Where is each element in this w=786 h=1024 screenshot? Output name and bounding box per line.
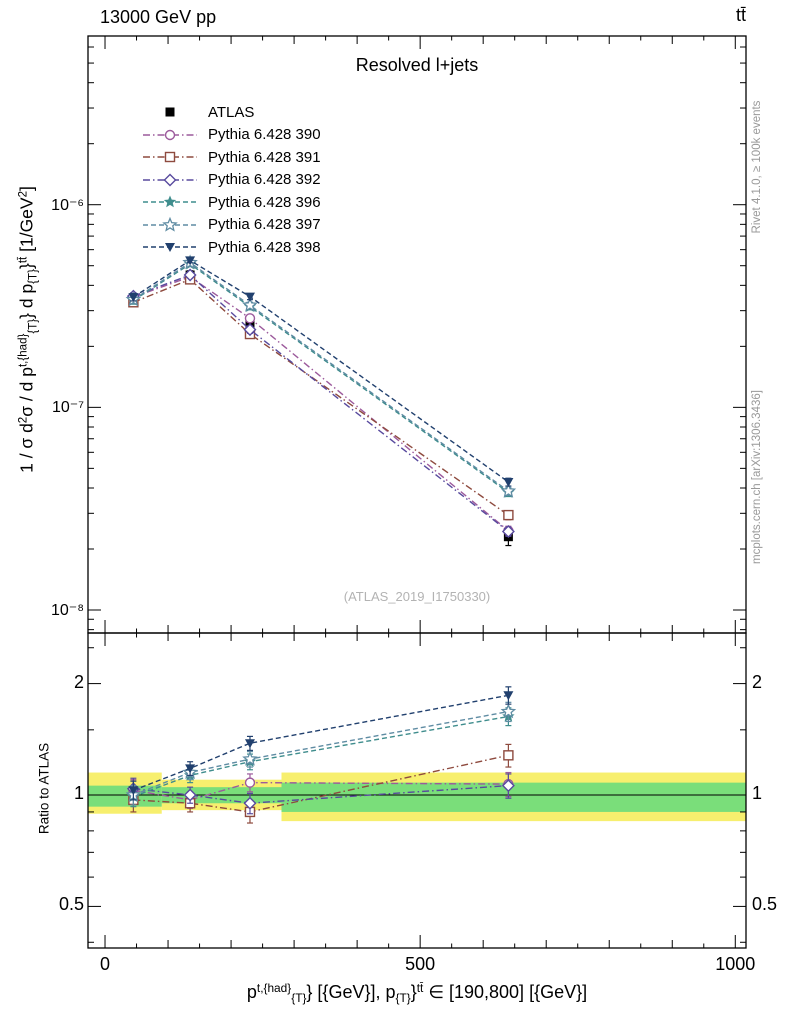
legend-label-Pythia-6-428-392: Pythia 6.428 392 bbox=[208, 171, 321, 189]
legend-marker-ATLAS bbox=[165, 107, 175, 117]
beam-energy-label: 13000 GeV pp bbox=[100, 7, 217, 27]
series-line bbox=[133, 710, 509, 796]
mcplots-arxiv-caption: mcplots.cern.ch [arXiv:1306.3436] bbox=[751, 390, 763, 564]
ratio-panel-frame bbox=[87, 632, 747, 949]
series-line bbox=[133, 263, 509, 494]
ratio-series-Pythia-6-428-398 bbox=[128, 686, 514, 801]
legend-label-Pythia-6-428-390: Pythia 6.428 390 bbox=[208, 126, 321, 144]
legend-label-Pythia-6-428-398: Pythia 6.428 398 bbox=[208, 238, 321, 256]
legend-marker-Pythia-6-428-398 bbox=[143, 243, 197, 253]
legend-marker-Pythia-6-428-392 bbox=[143, 173, 197, 187]
analysis-id-watermark: (ATLAS_2019_I1750330) bbox=[343, 589, 491, 604]
panel-title: Resolved l+jets bbox=[355, 55, 479, 75]
series-line bbox=[133, 715, 509, 798]
legend-item-Pythia-6-428-392: Pythia 6.428 392 bbox=[141, 169, 321, 192]
legend-item-Pythia-6-428-396: Pythia 6.428 396 bbox=[141, 191, 321, 214]
series-line bbox=[133, 259, 509, 483]
series-line bbox=[133, 754, 509, 813]
legend-item-Pythia-6-428-397: Pythia 6.428 397 bbox=[141, 214, 321, 237]
legend-marker-Pythia-6-428-396 bbox=[143, 195, 197, 208]
legend-item-ATLAS: ATLAS bbox=[141, 101, 321, 124]
legend-item-Pythia-6-428-398: Pythia 6.428 398 bbox=[141, 236, 321, 259]
series-line bbox=[133, 694, 509, 791]
legend-label-Pythia-6-428-397: Pythia 6.428 397 bbox=[208, 216, 321, 234]
legend-marker-Pythia-6-428-397 bbox=[143, 216, 197, 232]
main-y-axis-label: 1 / σ d2σ / d pt,{had}{T}} d p{T}}tt̄ [1… bbox=[16, 186, 40, 473]
legend-item-Pythia-6-428-390: Pythia 6.428 390 bbox=[141, 124, 321, 147]
series-line bbox=[133, 261, 509, 492]
series-line bbox=[133, 276, 509, 532]
series-line bbox=[133, 784, 509, 804]
ratio-uncertainty-bands bbox=[88, 772, 746, 822]
series-line bbox=[133, 274, 509, 533]
legend-marker-Pythia-6-428-390 bbox=[143, 129, 197, 140]
main-series-Pythia-6-428-398 bbox=[128, 256, 514, 488]
x-axis-label: pt,{had}{T}} [{GeV}], p{T}}tt̄ ∈ [190,80… bbox=[246, 981, 588, 1006]
axis-ticks bbox=[88, 36, 746, 948]
rivet-version-caption: Rivet 4.1.0, ≥ 100k events bbox=[751, 100, 763, 234]
legend-label-ATLAS: ATLAS bbox=[208, 103, 255, 121]
legend: ATLAS Pythia 6.428 390 Pythia 6.428 391 Pyt… bbox=[141, 101, 321, 259]
legend-label-Pythia-6-428-391: Pythia 6.428 391 bbox=[208, 148, 321, 166]
ratio-y-axis-label: Ratio to ATLAS bbox=[36, 742, 52, 835]
legend-label-Pythia-6-428-396: Pythia 6.428 396 bbox=[208, 193, 321, 211]
legend-marker-Pythia-6-428-391 bbox=[143, 152, 197, 163]
main-panel bbox=[88, 36, 746, 633]
legend-item-Pythia-6-428-391: Pythia 6.428 391 bbox=[141, 146, 321, 169]
series-line bbox=[133, 278, 509, 516]
green-band-segment bbox=[281, 782, 746, 812]
process-label: tt̄ bbox=[735, 5, 746, 25]
